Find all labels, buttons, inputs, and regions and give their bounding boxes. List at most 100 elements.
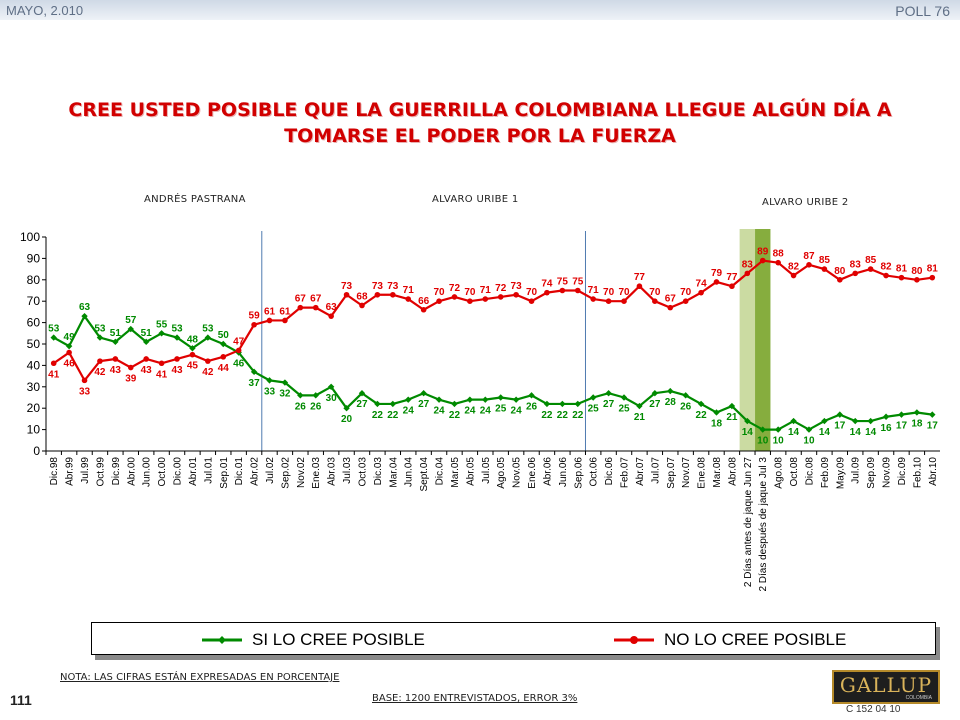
data-label-no: 83 <box>850 259 862 270</box>
data-point-si <box>852 417 859 425</box>
y-tick-label: 20 <box>27 401 41 415</box>
data-point-si <box>667 387 674 395</box>
data-label-no: 75 <box>572 277 584 288</box>
data-point-si <box>343 405 350 412</box>
date-label: MAYO, 2.010 <box>6 3 84 18</box>
x-tick-label: Ene.03 <box>311 457 322 489</box>
data-point-si <box>774 426 782 433</box>
data-label-si: 16 <box>880 423 892 434</box>
data-label-si: 28 <box>665 397 677 408</box>
data-point-no <box>605 298 612 305</box>
data-point-no <box>112 356 119 362</box>
data-label-si: 22 <box>387 410 399 421</box>
x-tick-label: Sep.07 <box>666 457 677 489</box>
x-tick-label: Sep.09 <box>866 457 877 489</box>
x-tick-label: Dic.99 <box>111 457 122 486</box>
y-tick-label: 40 <box>27 358 41 372</box>
data-point-no <box>775 259 781 266</box>
data-point-no <box>790 272 797 279</box>
data-label-si: 14 <box>819 427 831 438</box>
data-label-no: 73 <box>372 281 384 292</box>
code-text: C 152 04 10 <box>846 704 901 715</box>
x-tick-label: Abr.05 <box>465 457 476 486</box>
data-label-si: 33 <box>264 386 276 397</box>
data-point-si <box>620 394 628 401</box>
data-point-si <box>790 417 797 425</box>
data-label-no: 67 <box>665 294 677 305</box>
data-point-si <box>250 368 258 376</box>
data-label-no: 79 <box>711 268 723 279</box>
x-tick-label: Nov.05 <box>512 457 523 488</box>
data-label-si: 30 <box>326 393 338 404</box>
data-point-no <box>158 360 165 367</box>
data-label-no: 74 <box>541 279 553 290</box>
data-point-no <box>390 291 396 298</box>
y-tick-label: 0 <box>33 444 40 458</box>
data-label-si: 51 <box>110 328 122 339</box>
x-tick-label: Jul.01 <box>203 457 214 484</box>
data-label-no: 41 <box>156 369 168 380</box>
data-label-no: 87 <box>803 251 815 262</box>
x-tick-label: Sep.02 <box>280 457 291 489</box>
data-point-no <box>837 277 843 283</box>
data-point-si <box>435 396 443 403</box>
data-label-si: 53 <box>202 324 214 335</box>
data-label-si: 37 <box>249 378 261 389</box>
data-point-si <box>713 409 720 416</box>
data-point-si <box>559 400 566 408</box>
data-point-no <box>436 298 442 305</box>
data-label-no: 47 <box>233 336 245 347</box>
era-label-uribe-1: ALVARO URIBE 1 <box>432 194 519 205</box>
x-tick-label: Mar.04 <box>388 457 399 488</box>
data-point-si <box>759 426 766 433</box>
data-point-no <box>343 291 350 298</box>
data-label-no: 89 <box>757 247 769 258</box>
data-label-no: 70 <box>618 287 630 298</box>
data-label-si: 24 <box>433 406 445 417</box>
data-label-si: 48 <box>187 334 199 345</box>
data-point-no <box>312 304 319 311</box>
data-point-no <box>127 364 134 371</box>
data-point-si <box>312 392 319 399</box>
data-label-si: 25 <box>588 404 600 415</box>
data-point-no <box>883 272 889 279</box>
highlight-band <box>739 229 756 451</box>
data-label-si: 27 <box>603 399 615 410</box>
x-tick-label: Dic.04 <box>435 457 446 486</box>
data-label-si: 53 <box>94 324 106 335</box>
data-label-no: 43 <box>141 365 153 376</box>
data-point-si <box>728 402 736 410</box>
data-label-no: 70 <box>603 287 615 298</box>
data-label-no: 71 <box>588 285 600 296</box>
x-tick-label: Dic.01 <box>234 457 245 486</box>
data-point-no <box>266 317 273 324</box>
x-tick-label: Jun.00 <box>142 457 153 487</box>
data-point-si <box>821 417 828 425</box>
data-point-si <box>189 345 196 352</box>
legend-entry-si: SI LO CREE POSIBLE <box>200 630 425 650</box>
data-label-si: 22 <box>557 410 569 421</box>
y-tick-label: 90 <box>27 251 41 265</box>
data-point-si <box>528 392 535 399</box>
x-tick-label: Jun.04 <box>404 457 415 487</box>
data-label-no: 83 <box>742 259 754 270</box>
data-label-no: 44 <box>218 363 230 374</box>
note-text: NOTA: LAS CIFRAS ESTÁN EXPRESADAS EN POR… <box>60 672 340 683</box>
y-tick-label: 50 <box>27 337 41 351</box>
data-point-no <box>574 287 581 294</box>
data-label-no: 75 <box>557 277 569 288</box>
data-label-no: 46 <box>64 359 76 370</box>
data-point-si <box>512 396 520 403</box>
data-label-no: 42 <box>202 367 214 378</box>
data-label-no: 74 <box>696 279 708 290</box>
data-point-si <box>297 392 304 399</box>
data-point-si <box>281 379 289 386</box>
data-point-no <box>189 351 196 358</box>
data-label-si: 22 <box>449 410 461 421</box>
data-label-no: 85 <box>819 255 831 266</box>
data-label-si: 26 <box>310 401 322 412</box>
data-label-si: 18 <box>711 418 723 429</box>
data-point-no <box>143 356 149 362</box>
data-point-no <box>667 304 674 311</box>
x-tick-label: Mar.08 <box>712 457 723 488</box>
